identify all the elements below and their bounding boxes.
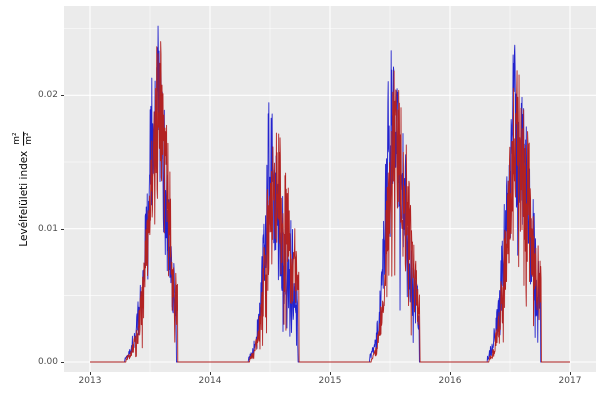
x-tick-label: 2013	[78, 376, 102, 386]
x-tick-label: 2015	[318, 376, 342, 386]
x-tick-mark	[450, 372, 451, 375]
y-axis-unit-denominator: m²	[24, 132, 35, 145]
y-tick-mark	[61, 228, 64, 230]
lai-series-red	[89, 41, 571, 363]
y-tick-mark	[61, 95, 64, 97]
y-tick-label: 0.00	[37, 357, 58, 367]
chart-canvas	[64, 6, 596, 372]
x-tick-label: 2017	[558, 376, 582, 386]
y-tick-label: 0.02	[37, 90, 58, 101]
x-tick-mark	[330, 372, 331, 375]
x-tick-label: 2016	[438, 376, 462, 386]
x-tick-mark	[570, 372, 571, 375]
plot-panel	[64, 6, 596, 372]
x-tick-label: 2014	[198, 376, 222, 386]
y-axis-unit-fraction: m² m²	[12, 131, 35, 146]
y-axis-unit-numerator: m²	[12, 131, 25, 146]
x-tick-mark	[90, 372, 91, 375]
y-tick-label: 0.01	[37, 223, 58, 234]
y-tick-mark	[61, 362, 64, 363]
x-tick-mark	[210, 372, 211, 375]
